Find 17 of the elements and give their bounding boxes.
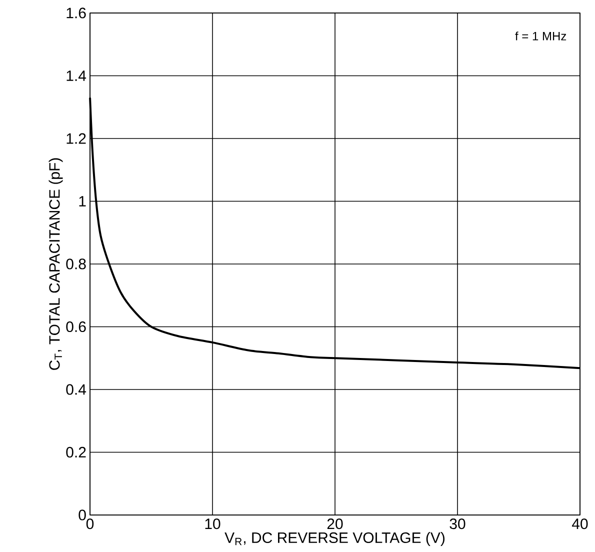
y-tick-label: 0.6 [66, 321, 86, 332]
y-tick-label: 0.2 [66, 446, 86, 458]
y-tick-label: 1 [79, 196, 86, 206]
x-tick-label: 10 [205, 518, 220, 530]
x-tick-label: 40 [572, 518, 588, 530]
y-tick-label: 0.8 [66, 258, 86, 270]
y-tick-label: 1.2 [66, 133, 86, 144]
y-axis-title: C$_{T}$, TOTAL CAPACITANCE (pF) [48, 158, 63, 370]
x-tick-label: 30 [450, 518, 466, 530]
x-tick-label: 20 [327, 518, 343, 530]
y-tick-label: 0.4 [66, 384, 86, 395]
y-tick-label: 0 [78, 510, 86, 520]
annotation: f = 1 MHz [515, 32, 566, 40]
y-tick-label: 1.4 [66, 70, 86, 81]
y-tick-label: 1.6 [66, 8, 86, 18]
x-axis-title: V$_{R}$, DC REVERSE VOLTAGE (V) [224, 532, 444, 546]
x-tick-label: 0 [86, 518, 94, 530]
